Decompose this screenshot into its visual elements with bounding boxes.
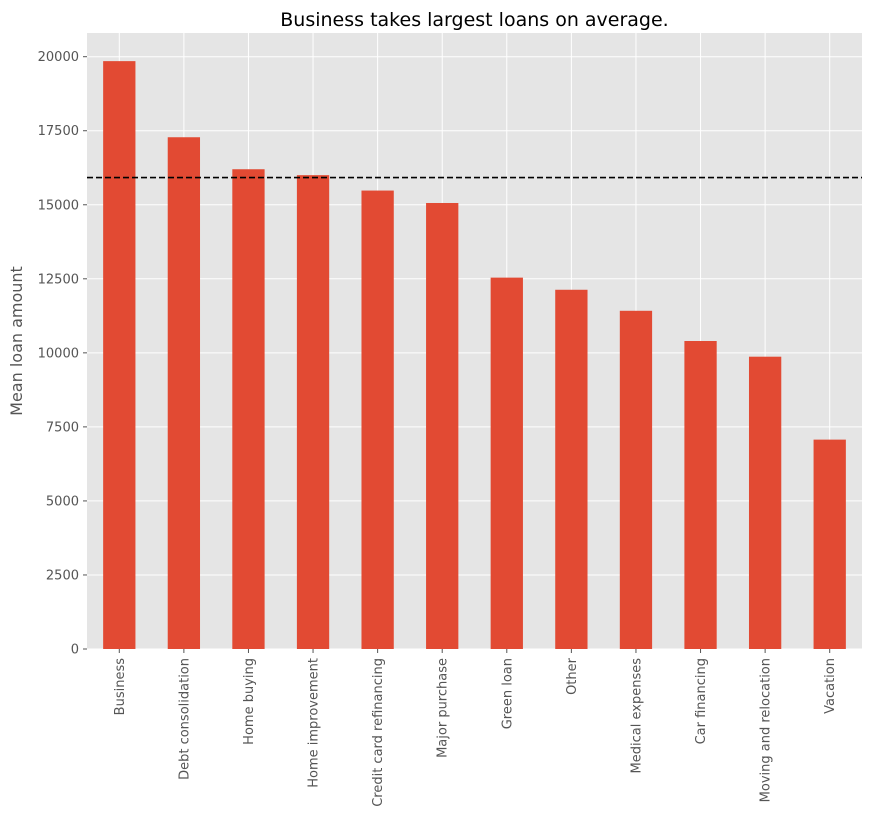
y-tick-label: 10000 [38, 346, 79, 361]
bar-credit-card-refinancing [361, 190, 394, 650]
y-tick-label: 2500 [46, 568, 79, 583]
bar-moving-and-relocation [748, 356, 782, 649]
x-tick-label: Home improvement [307, 658, 322, 788]
x-tick-label: Moving and relocation [759, 658, 774, 802]
x-tick-label: Home buying [242, 658, 257, 745]
bar-home-improvement [296, 175, 330, 649]
x-tick-label: Car financing [694, 658, 709, 744]
y-tick-label: 20000 [38, 50, 79, 65]
y-tick-label: 17500 [38, 124, 79, 139]
bar-business [103, 61, 136, 649]
chart-title: Business takes largest loans on average. [280, 9, 668, 31]
x-tick-label: Green loan [500, 658, 515, 729]
bar-major-purchase [426, 202, 459, 649]
y-tick-label: 5000 [46, 494, 79, 509]
x-axis-ticks: Business Debt consolidation Home buying Hom… [113, 649, 838, 807]
x-tick-label: Vacation [823, 658, 838, 714]
bar-green-loan [490, 277, 523, 649]
bar-other [555, 289, 588, 649]
x-tick-label: Medical expenses [629, 658, 644, 774]
y-tick-label: 0 [71, 643, 79, 658]
x-tick-label: Business [113, 658, 128, 716]
y-axis-ticks: 0 2500 5000 7500 10000 12500 15000 17500 20000 [38, 50, 87, 658]
x-tick-label: Major purchase [436, 658, 451, 758]
bar-home-buying [232, 169, 265, 649]
x-tick-label: Credit card refinancing [371, 658, 386, 807]
y-tick-label: 12500 [38, 272, 79, 287]
y-tick-label: 15000 [38, 198, 79, 213]
bars [103, 61, 846, 650]
y-axis-label: Mean loan amount [7, 266, 26, 416]
bar-debt-consolidation [167, 137, 201, 649]
x-tick-label: Other [565, 657, 580, 695]
bar-medical-expenses [619, 310, 653, 649]
x-tick-label: Debt consolidation [177, 658, 192, 780]
y-tick-label: 7500 [46, 420, 79, 435]
bar-vacation [813, 439, 846, 649]
bar-car-financing [684, 341, 717, 649]
plot-background [87, 33, 862, 649]
